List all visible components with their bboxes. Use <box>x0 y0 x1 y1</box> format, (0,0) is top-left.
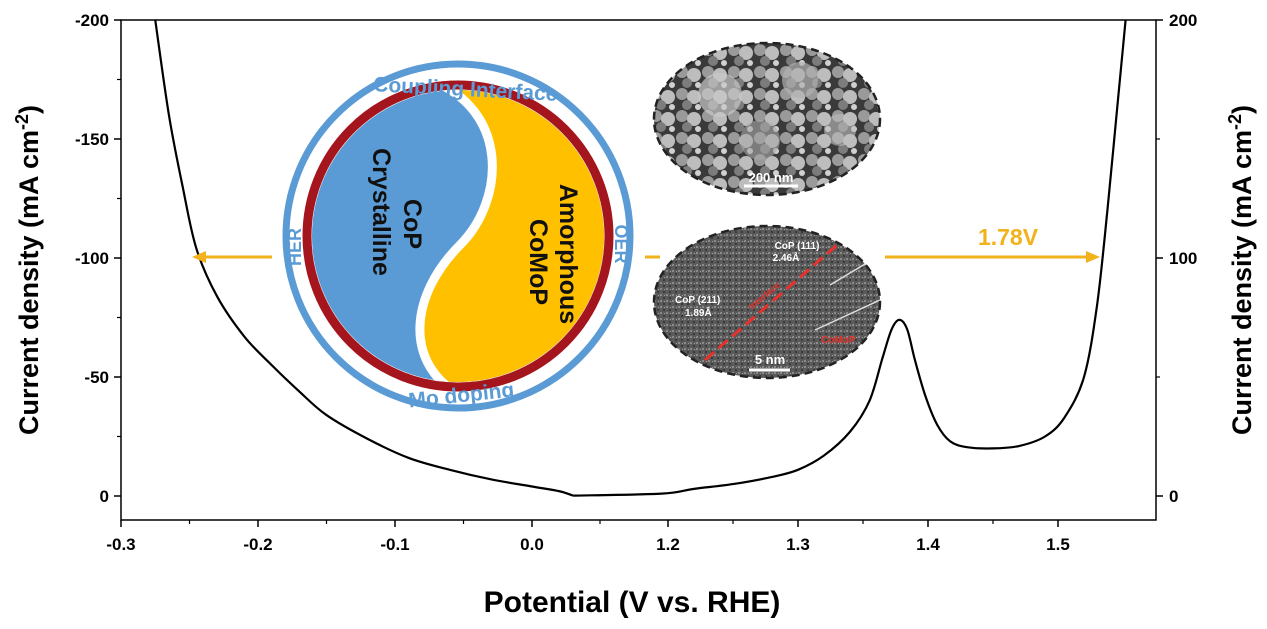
x-tick-label: -0.3 <box>106 535 135 554</box>
y-right-tick-label: 200 <box>1169 11 1197 30</box>
y-left-tick-label: -50 <box>84 368 109 387</box>
sem-scale-label: 200 nm <box>749 170 794 185</box>
ring-label-left: HER <box>285 228 305 266</box>
y-right-tick-label: 100 <box>1169 249 1197 268</box>
blue-text-2: Crystalline <box>367 148 395 276</box>
tem-label-d: 1.89Å <box>685 306 712 319</box>
x-axis-ticks: -0.3 -0.2 -0.1 0.0 1.2 1.3 1.4 1.5 <box>106 520 1070 554</box>
y-right-tick-label: 0 <box>1169 487 1178 506</box>
tem-label-b: 2.46Å <box>773 251 800 264</box>
x-tick-label: 1.5 <box>1046 535 1070 554</box>
x-tick-label: 1.4 <box>916 535 940 554</box>
yellow-text-2: CoMoP <box>524 219 552 305</box>
y-axis-label-right: Current density (mA cm-2) <box>1225 105 1257 435</box>
plot-frame <box>120 19 1157 521</box>
tem-label-a: CoP (111) <box>775 241 820 252</box>
blue-text-1: CoP <box>398 199 426 249</box>
series-line-oer <box>573 20 1127 497</box>
left-arrow <box>192 251 272 263</box>
x-axis-label: Potential (V vs. RHE) <box>484 586 781 619</box>
right-arrow <box>885 251 1100 263</box>
y-axis-label-left: Current density (mA cm-2) <box>12 105 44 435</box>
yin-yang-schematic: CoP Crystalline Amorphous CoMoP Coupling… <box>282 60 634 413</box>
y-left-tick-label: 0 <box>100 487 109 506</box>
x-tick-label: 0.0 <box>520 535 544 554</box>
sem-image: 200 nm <box>652 41 882 197</box>
voltage-annotation: 1.78V <box>978 224 1039 250</box>
x-tick-label: 1.2 <box>656 535 680 554</box>
y-left-tick-label: -200 <box>75 11 109 30</box>
y-left-tick-label: -150 <box>75 130 109 149</box>
tem-image: CoP (111) 2.46Å CoP (211) 1.89Å Interfac… <box>652 224 882 380</box>
y-axis-left-ticks: -200 -150 -100 -50 0 <box>75 11 121 506</box>
y-left-tick-label: -100 <box>75 249 109 268</box>
tem-label-f: CoMoP <box>821 335 856 346</box>
tem-scale-label: 5 nm <box>755 352 785 367</box>
x-tick-label: 1.3 <box>786 535 810 554</box>
tem-label-c: CoP (211) <box>675 295 720 306</box>
ring-label-right: OER <box>611 224 631 263</box>
x-tick-label: -0.1 <box>380 535 409 554</box>
interface-curve <box>415 90 497 382</box>
yellow-text-1: Amorphous <box>554 184 582 324</box>
y-axis-right-ticks: 200 100 0 <box>1156 11 1197 506</box>
x-tick-label: -0.2 <box>243 535 272 554</box>
series-line-her <box>154 20 574 497</box>
